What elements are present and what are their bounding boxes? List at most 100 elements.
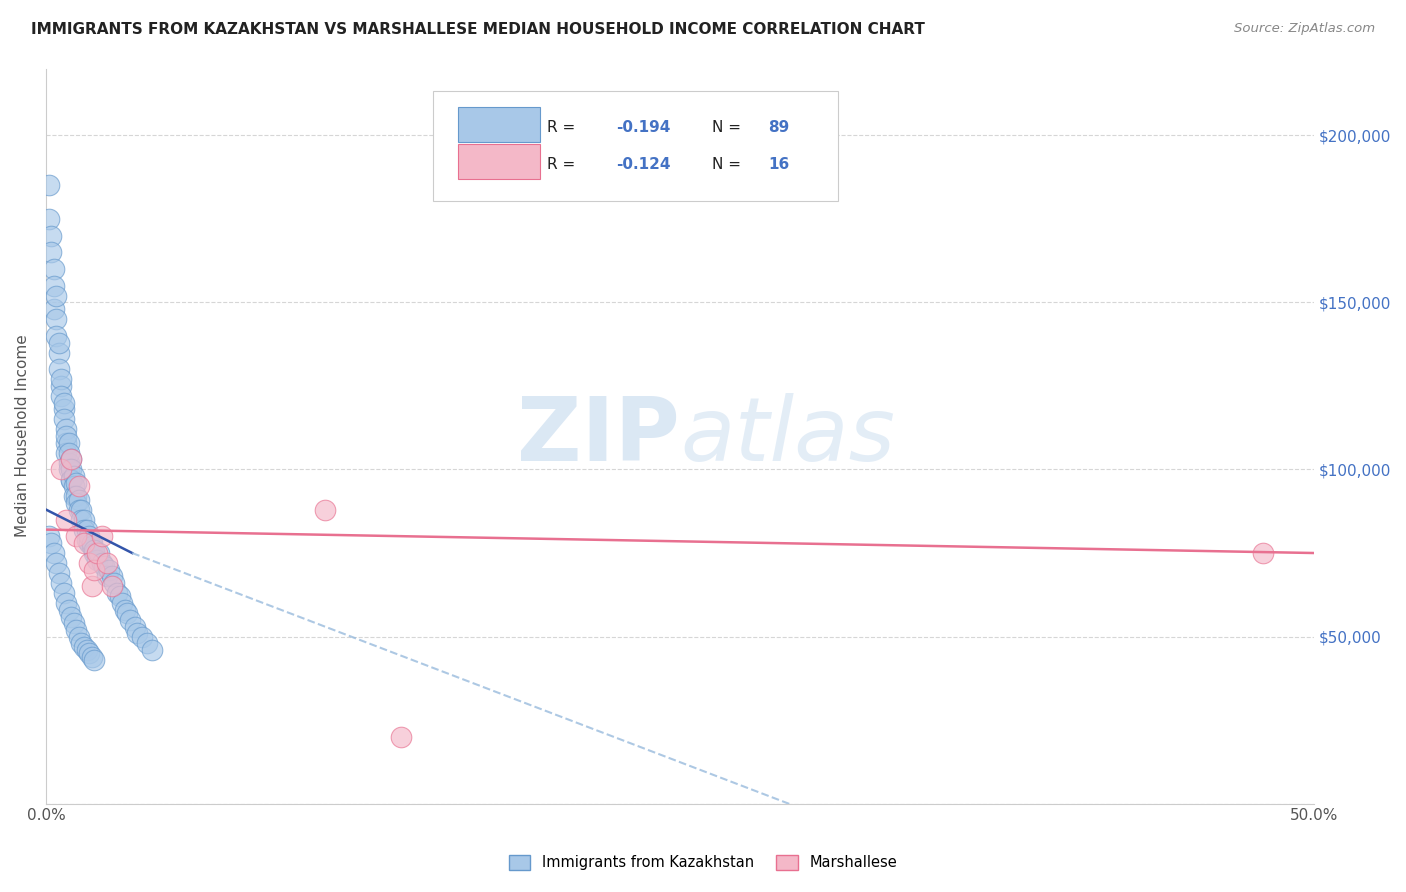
Point: [58, 446, 80, 460]
Point: [45, 328, 67, 343]
Point: [70, 513, 93, 527]
Point: [141, 643, 163, 657]
Point: [42, 262, 65, 277]
Point: [83, 653, 105, 667]
Point: [65, 623, 87, 637]
Point: [60, 473, 83, 487]
Point: [38, 211, 60, 226]
Point: [39, 228, 62, 243]
Point: [39, 536, 62, 550]
Point: [60, 473, 83, 487]
Text: -0.194: -0.194: [616, 120, 671, 135]
Point: [52, 586, 75, 600]
Point: [45, 556, 67, 570]
Point: [136, 636, 159, 650]
Point: [51, 389, 73, 403]
Point: [73, 536, 96, 550]
Point: [38, 529, 60, 543]
Point: [80, 539, 103, 553]
Point: [101, 579, 124, 593]
Point: [67, 479, 90, 493]
Text: ZIP: ZIP: [517, 392, 681, 480]
Point: [314, 502, 336, 516]
Text: R =: R =: [547, 157, 579, 171]
Legend: Immigrants from Kazakhstan, Marshallese: Immigrants from Kazakhstan, Marshallese: [503, 848, 903, 876]
FancyBboxPatch shape: [433, 91, 838, 201]
Point: [1251, 546, 1274, 560]
Point: [60, 452, 83, 467]
Point: [67, 502, 90, 516]
Point: [48, 345, 70, 359]
Point: [77, 556, 100, 570]
Point: [73, 523, 96, 537]
Point: [42, 278, 65, 293]
Point: [67, 492, 90, 507]
Point: [103, 576, 125, 591]
Point: [65, 529, 87, 543]
Y-axis label: Median Household Income: Median Household Income: [15, 334, 30, 538]
Point: [80, 649, 103, 664]
Point: [77, 529, 100, 543]
Point: [55, 513, 77, 527]
Point: [55, 422, 77, 436]
Point: [98, 563, 121, 577]
Point: [48, 335, 70, 350]
Point: [63, 489, 86, 503]
Text: Source: ZipAtlas.com: Source: ZipAtlas.com: [1234, 22, 1375, 36]
Point: [63, 616, 86, 631]
Point: [52, 412, 75, 426]
Point: [58, 456, 80, 470]
Point: [55, 435, 77, 450]
Point: [48, 362, 70, 376]
Point: [101, 569, 124, 583]
Point: [55, 596, 77, 610]
Point: [58, 603, 80, 617]
Point: [45, 289, 67, 303]
Point: [65, 475, 87, 490]
Point: [51, 576, 73, 591]
Point: [67, 630, 90, 644]
Point: [52, 395, 75, 409]
Point: [108, 590, 131, 604]
Point: [86, 552, 108, 566]
Text: atlas: atlas: [681, 393, 894, 479]
Point: [51, 372, 73, 386]
Point: [118, 613, 141, 627]
Point: [111, 596, 134, 610]
Text: -0.124: -0.124: [616, 157, 671, 171]
Point: [96, 556, 118, 570]
Point: [93, 559, 115, 574]
Point: [127, 626, 149, 640]
Point: [45, 312, 67, 326]
Point: [52, 402, 75, 417]
Text: N =: N =: [711, 157, 745, 171]
Point: [58, 435, 80, 450]
Point: [90, 529, 112, 543]
Point: [86, 546, 108, 560]
Point: [89, 546, 111, 560]
Point: [83, 546, 105, 560]
Point: [131, 630, 153, 644]
Point: [65, 489, 87, 503]
Point: [48, 566, 70, 580]
Point: [58, 462, 80, 476]
Text: IMMIGRANTS FROM KAZAKHSTAN VS MARSHALLESE MEDIAN HOUSEHOLD INCOME CORRELATION CH: IMMIGRANTS FROM KAZAKHSTAN VS MARSHALLES…: [31, 22, 925, 37]
Point: [60, 609, 83, 624]
Text: 16: 16: [769, 157, 790, 171]
Point: [77, 646, 100, 660]
Point: [96, 569, 118, 583]
FancyBboxPatch shape: [458, 144, 540, 178]
Point: [63, 469, 86, 483]
Point: [42, 302, 65, 317]
Point: [80, 579, 103, 593]
Point: [65, 496, 87, 510]
Point: [90, 556, 112, 570]
Point: [76, 643, 98, 657]
Point: [83, 542, 105, 557]
Point: [38, 178, 60, 193]
Point: [76, 523, 98, 537]
Point: [60, 452, 83, 467]
Point: [70, 636, 93, 650]
Point: [42, 546, 65, 560]
Point: [76, 533, 98, 547]
